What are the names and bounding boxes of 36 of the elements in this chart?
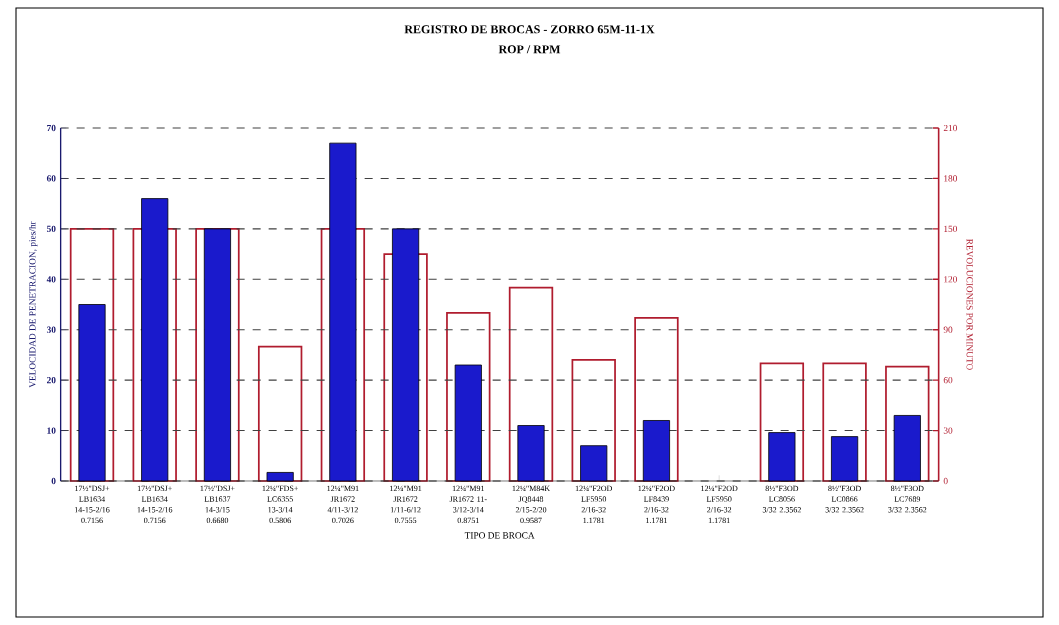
y-tick-label: 70 xyxy=(47,124,56,132)
x-tick-label: 12¼"FDS+ LC6355 13-3/14 0.5806 xyxy=(262,485,298,524)
x-tick-label: 12¼"F2OD LF5950 2/16-32 1.1781 xyxy=(575,485,613,524)
x-tick-label: 17½"DSJ+ LB1634 14-15-2/16 0.7156 xyxy=(137,485,173,524)
y2-axis-title: REVOLUCIONES POR MINUTO xyxy=(966,239,973,370)
y-tick-label: 20 xyxy=(47,376,56,384)
x-tick-label: 12¼"M91 JR1672 11-3/12-3/14 0.8751 xyxy=(449,485,487,524)
x-tick-label: 12¼"M84K JQ8448 2/15-2/20 0.9587 xyxy=(512,485,551,524)
x-tick-label: 12¼"F2OD LF8439 2/16-32 1.1781 xyxy=(638,485,675,524)
y2-tick-label: 210 xyxy=(943,124,958,132)
y2-tick-label: 90 xyxy=(943,326,953,333)
x-axis-title: TIPO DE BROCA xyxy=(464,532,535,539)
x-tick-label: 12¼"M91 JR1672 1/11-6/12 0.7555 xyxy=(390,485,422,524)
y-tick-label: 10 xyxy=(47,427,56,434)
x-tick-label: 12¼"M91 JR1672 4/11-3/12 0.7026 xyxy=(327,485,359,524)
y2-tick-label: 60 xyxy=(943,376,953,384)
x-tick-label: 12¼"F2OD LF5950 2/16-32 1.1781 xyxy=(701,485,738,524)
y-tick-label: 40 xyxy=(46,276,56,283)
x-tick-label: 8½"F3OD LC0866 3/32 2.3562 xyxy=(825,485,864,513)
y-tick-label: 0 xyxy=(51,477,56,485)
y2-tick-label: 150 xyxy=(944,225,958,232)
y2-tick-label: 120 xyxy=(944,276,958,283)
x-tick-label: 17½"DSJ+ LB1637 14-3/15 0.6680 xyxy=(200,485,235,524)
y-tick-label: 30 xyxy=(46,326,56,333)
y2-tick-label: 0 xyxy=(943,477,948,485)
y-tick-label: 60 xyxy=(46,175,56,182)
x-tick-label: 17½"DSJ+ LB1634 14-15-2/16 0.7156 xyxy=(74,485,110,524)
bar xyxy=(257,345,303,482)
y2-tick-label: 180 xyxy=(944,175,958,182)
y2-tick-label: 30 xyxy=(943,427,953,434)
chart-title: REGISTRO DE BROCAS - ZORRO 65M-11-1X xyxy=(404,25,655,34)
y-tick-label: 50 xyxy=(46,225,56,232)
y-axis-title: VELOCIDAD DE PENETRACION, pies/hr xyxy=(29,221,38,388)
chart-subtitle: ROP / RPM xyxy=(498,45,561,54)
x-tick-label: 8½"F3OD LC8056 3/32 2.3562 xyxy=(762,485,801,513)
x-tick-label: 8½"F3OD LC7689 3/32 2.3562 xyxy=(888,485,927,513)
